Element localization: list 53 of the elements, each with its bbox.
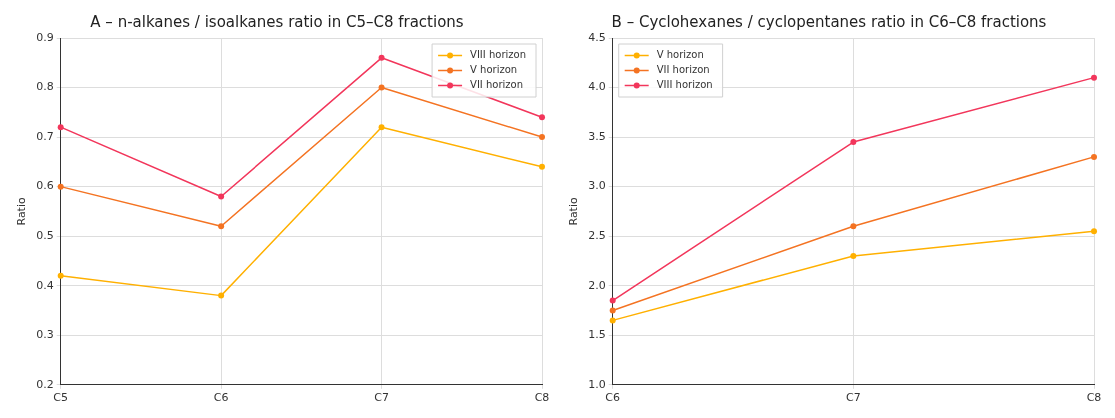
x-tick-label: C5 bbox=[53, 391, 69, 405]
y-tick-label: 0.2 bbox=[36, 377, 54, 391]
point bbox=[539, 163, 545, 170]
x-tick-label: C6 bbox=[213, 391, 229, 405]
point bbox=[57, 124, 64, 131]
point bbox=[609, 297, 616, 304]
x-tick-label: C6 bbox=[605, 391, 621, 405]
y-axis-title: Ratio bbox=[567, 197, 581, 226]
y-tick-label: 4.5 bbox=[588, 30, 606, 44]
point bbox=[57, 272, 64, 279]
point bbox=[539, 134, 545, 141]
point bbox=[378, 54, 385, 61]
y-tick-label: 4.0 bbox=[588, 80, 606, 94]
point bbox=[850, 252, 857, 259]
y-tick-label: 2.5 bbox=[588, 229, 606, 243]
legend-label: VIII horizon bbox=[656, 79, 713, 91]
y-tick-label: 0.6 bbox=[36, 179, 54, 193]
y-tick-label: 1.5 bbox=[588, 328, 606, 342]
point bbox=[218, 193, 225, 200]
point bbox=[1091, 228, 1097, 235]
x-tick-label: C8 bbox=[1086, 391, 1102, 405]
y-axis-title: Ratio bbox=[15, 197, 29, 226]
point bbox=[609, 307, 616, 314]
point bbox=[378, 84, 385, 91]
point bbox=[218, 292, 225, 299]
point bbox=[609, 317, 616, 324]
x-tick-label: C7 bbox=[846, 391, 861, 405]
y-tick-label: 0.7 bbox=[36, 129, 54, 143]
y-tick-label: 3.0 bbox=[588, 179, 606, 193]
y-tick-label: 3.5 bbox=[588, 129, 606, 143]
legend-label: V horizon bbox=[470, 64, 518, 76]
point bbox=[850, 223, 857, 230]
y-tick-label: 0.5 bbox=[36, 229, 54, 243]
chart-title: A – n-alkanes / isoalkanes ratio in C5–C8 fractions bbox=[90, 12, 464, 31]
point bbox=[539, 114, 545, 121]
y-tick-label: 1.0 bbox=[588, 377, 606, 391]
y-tick-label: 0.3 bbox=[36, 328, 54, 342]
y-tick-label: 0.4 bbox=[36, 278, 54, 292]
legend-label: VII horizon bbox=[470, 79, 524, 91]
y-tick-label: 0.9 bbox=[36, 30, 54, 44]
y-tick-label: 0.8 bbox=[36, 80, 54, 94]
point bbox=[378, 124, 385, 131]
point bbox=[1091, 153, 1097, 160]
legend-label: VII horizon bbox=[656, 64, 710, 76]
legend-label: V horizon bbox=[656, 49, 704, 61]
x-tick-label: C8 bbox=[534, 391, 550, 405]
legend-label: VIII horizon bbox=[470, 49, 526, 61]
point bbox=[850, 139, 857, 146]
chart-title: B – Cyclohexanes / cyclopentanes ratio in C6–C8 fractions bbox=[611, 12, 1047, 31]
point bbox=[218, 223, 225, 230]
x-tick-label: C7 bbox=[374, 391, 389, 405]
y-tick-label: 2.0 bbox=[588, 278, 606, 292]
point bbox=[1091, 74, 1097, 81]
